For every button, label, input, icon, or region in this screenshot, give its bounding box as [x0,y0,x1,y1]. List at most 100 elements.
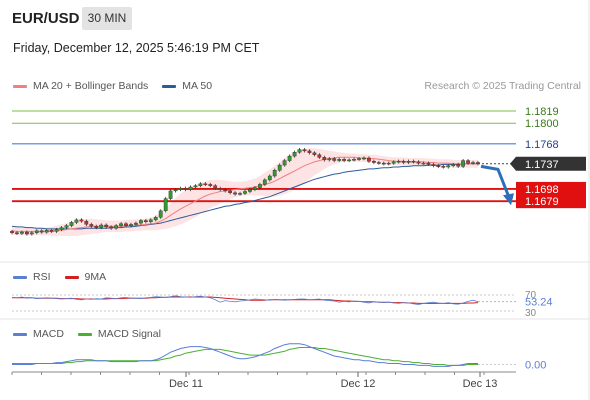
legend-swatch-ma20 [13,84,27,88]
candle-body [208,184,213,186]
candle-body [44,229,49,233]
candle-body [178,188,183,190]
candle-body [218,188,223,190]
candle-body [133,222,138,225]
level-label-box [516,181,586,196]
macd-signal-line [12,347,478,366]
candle-body [39,230,44,233]
candle-body [456,164,461,167]
current-price-label: 1.1737 [525,159,559,171]
candle-body [327,158,332,161]
candle-body [193,185,198,188]
legend-label-rsi: RSI [33,271,51,283]
candle-body [426,162,431,165]
legend-swatch-ma50 [162,84,177,88]
candle-body [332,158,337,161]
candle-body [59,227,64,230]
candle-body [461,160,465,167]
candle-body [277,164,282,171]
level-label-box [516,194,586,209]
price-legend: MA 20 + Bollinger Bands MA 50 [13,80,226,92]
candle-body [272,169,277,177]
candle-body [163,198,168,212]
candle-body [411,160,416,163]
candle-body [451,164,456,166]
candle-body [391,161,396,164]
candle-body [322,157,327,161]
candle-body [396,160,401,163]
candle-body [183,188,188,190]
candle-body [376,162,381,164]
candle-body [203,183,208,186]
candle-body [466,160,470,164]
candle-body [79,219,84,222]
legend-item-ma50: MA 50 [162,80,212,92]
candle-body [258,184,262,188]
macd-line [12,343,478,367]
legend-item-macd-signal: MACD Signal [77,328,161,340]
candle-body [153,217,158,221]
ma50-line [11,163,478,230]
level-label: 1.1819 [525,106,559,118]
legend-label-ma20: MA 20 + Bollinger Bands [33,80,149,92]
legend-swatch-rsi-ma [64,275,79,279]
legend-label-ma50: MA 50 [182,80,213,92]
rsi-tick-30: 30 [525,308,537,319]
candle-body [94,226,99,228]
candle-body [25,231,29,235]
candle-body [29,232,34,235]
candle-body [124,223,128,226]
candle-body [357,158,361,160]
candle-body [287,155,292,161]
candle-body [10,231,14,233]
candle-body [238,193,242,195]
candle-body [317,154,322,158]
candle-body [372,160,376,163]
rsi-line [11,295,479,306]
candle-body [228,190,232,193]
candle-body [213,185,218,189]
forecast-arrow [480,164,511,198]
candle-body [386,162,391,165]
candle-body [416,161,421,164]
candle-body [406,160,411,163]
candle-body [312,152,317,155]
legend-swatch-macd [13,332,27,336]
candle-body [352,159,356,161]
candle-body [252,187,257,190]
legend-label-macd-signal: MACD Signal [97,328,161,340]
candle-body [49,229,54,232]
candle-body [342,159,346,161]
candle-body [188,186,193,190]
legend-swatch-macd-signal [77,332,92,336]
candle-body [337,159,342,161]
level-label: 1.1679 [525,196,559,208]
level-label: 1.1800 [525,118,559,130]
candle-body [89,224,94,227]
candle-body [138,220,143,224]
current-price-box [510,156,586,171]
candle-body [223,189,228,192]
candle-body [20,231,24,234]
candle-body [362,157,366,160]
candle-body [401,160,406,163]
legend-label-rsi-ma: 9MA [84,271,107,283]
candle-body [119,223,123,226]
legend-item-ma20: MA 20 + Bollinger Bands [13,80,148,92]
x-tick-label: Dec 11 [169,378,203,390]
forecast-arrow-head [503,193,514,206]
candle-body [109,226,114,229]
timeframe-badge[interactable]: 30 MIN [82,7,132,30]
legend-item-rsi-ma: 9MA [64,271,107,283]
level-label: 1.1698 [525,184,559,196]
candle-body [292,151,297,157]
candle-body [129,224,133,226]
candle-body [168,190,173,199]
symbol-title: EUR/USD [12,10,80,27]
legend-label-macd: MACD [33,328,64,340]
candle-body [436,165,441,167]
rsi-tick-70: 70 [525,290,537,301]
research-credit: Research © 2025 Trading Central [424,80,581,92]
candle-body [471,162,475,164]
